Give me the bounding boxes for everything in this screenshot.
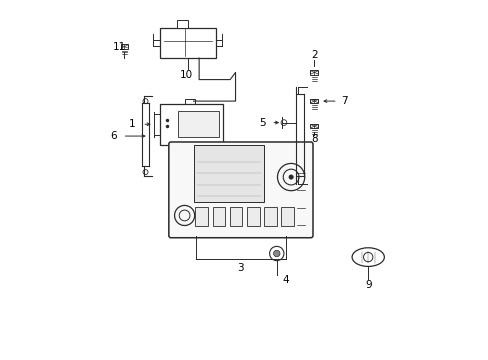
Circle shape xyxy=(288,175,293,179)
Bar xyxy=(229,207,242,226)
Text: 11: 11 xyxy=(113,42,126,52)
Text: 6: 6 xyxy=(110,131,117,141)
Bar xyxy=(281,207,293,226)
Text: 8: 8 xyxy=(310,134,317,144)
Circle shape xyxy=(273,250,280,257)
Bar xyxy=(177,21,187,28)
Bar xyxy=(212,207,224,226)
FancyBboxPatch shape xyxy=(168,142,312,238)
Bar xyxy=(178,111,218,138)
Bar xyxy=(246,207,259,226)
Bar xyxy=(184,99,195,107)
Text: 7: 7 xyxy=(340,96,347,106)
Bar xyxy=(160,28,215,58)
Bar xyxy=(264,207,276,226)
Text: 10: 10 xyxy=(179,70,192,80)
Bar xyxy=(160,104,223,145)
Bar xyxy=(310,124,318,129)
Bar xyxy=(121,45,128,49)
Text: 4: 4 xyxy=(282,275,288,285)
Text: 9: 9 xyxy=(364,280,371,290)
Text: 5: 5 xyxy=(259,118,265,127)
Bar xyxy=(310,99,318,103)
Text: 1: 1 xyxy=(129,119,136,129)
Bar xyxy=(195,207,207,226)
Text: 2: 2 xyxy=(310,50,317,60)
Text: 3: 3 xyxy=(237,263,244,273)
Bar xyxy=(194,145,264,202)
Bar xyxy=(310,70,318,75)
